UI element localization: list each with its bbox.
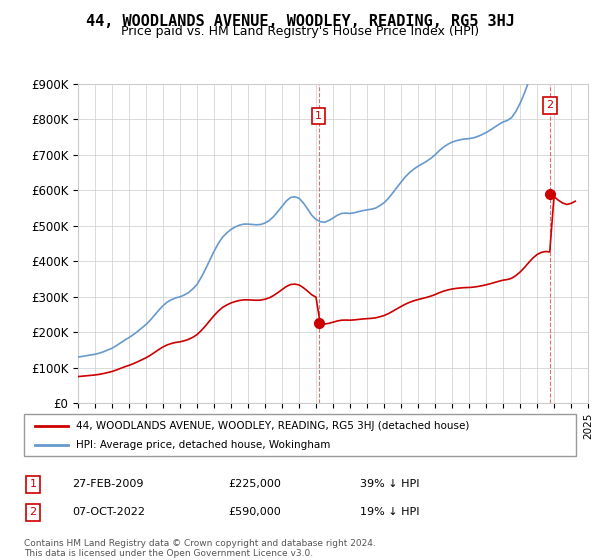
Text: This data is licensed under the Open Government Licence v3.0.: This data is licensed under the Open Gov… (24, 549, 313, 558)
Text: 07-OCT-2022: 07-OCT-2022 (72, 507, 145, 517)
Text: Contains HM Land Registry data © Crown copyright and database right 2024.: Contains HM Land Registry data © Crown c… (24, 539, 376, 548)
Text: 39% ↓ HPI: 39% ↓ HPI (360, 479, 419, 489)
Text: £590,000: £590,000 (228, 507, 281, 517)
FancyBboxPatch shape (24, 414, 576, 456)
Text: 27-FEB-2009: 27-FEB-2009 (72, 479, 143, 489)
Text: 44, WOODLANDS AVENUE, WOODLEY, READING, RG5 3HJ: 44, WOODLANDS AVENUE, WOODLEY, READING, … (86, 14, 514, 29)
Text: 2: 2 (29, 507, 37, 517)
Text: HPI: Average price, detached house, Wokingham: HPI: Average price, detached house, Woki… (76, 440, 331, 450)
Text: 44, WOODLANDS AVENUE, WOODLEY, READING, RG5 3HJ (detached house): 44, WOODLANDS AVENUE, WOODLEY, READING, … (76, 421, 470, 431)
Text: Price paid vs. HM Land Registry's House Price Index (HPI): Price paid vs. HM Land Registry's House … (121, 25, 479, 38)
Text: 1: 1 (29, 479, 37, 489)
Text: 2: 2 (547, 100, 554, 110)
Text: 19% ↓ HPI: 19% ↓ HPI (360, 507, 419, 517)
Text: £225,000: £225,000 (228, 479, 281, 489)
Text: 1: 1 (315, 111, 322, 121)
